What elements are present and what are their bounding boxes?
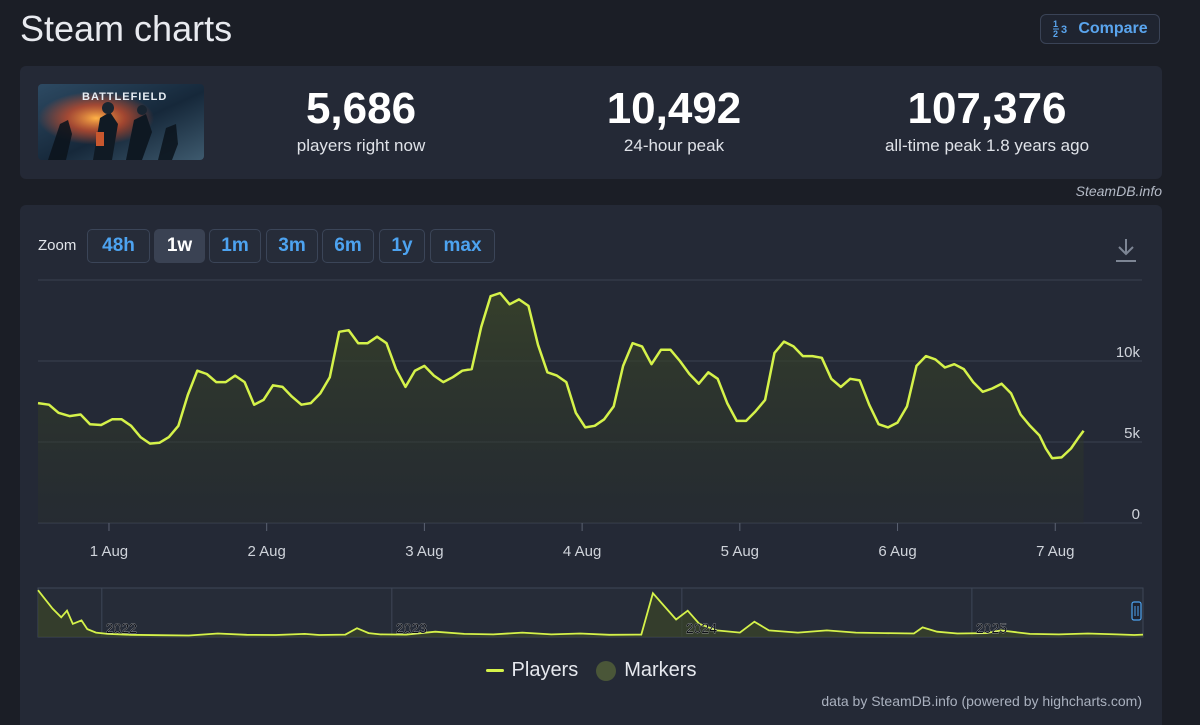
x-tick-label: 1 Aug xyxy=(90,543,128,560)
stat-alltime-value: 107,376 xyxy=(907,84,1067,133)
legend-markers-label: Markers xyxy=(624,659,697,681)
x-tick-label: 7 Aug xyxy=(1036,543,1074,560)
zoom-1m-button[interactable]: 1m xyxy=(209,229,261,263)
navigator-year-label: 2025 xyxy=(976,620,1007,636)
navigator-frame xyxy=(37,587,1144,638)
stat-current: 5,686 players right now xyxy=(261,84,461,156)
compare-glyph: 1 2 3 xyxy=(1053,19,1067,39)
y-tick-label-0: 0 xyxy=(1132,506,1140,523)
x-tick-label: 6 Aug xyxy=(878,543,916,560)
stats-card: BATTLEFIELD 5,686 players right now 10,4… xyxy=(20,66,1162,179)
zoom-48h-button[interactable]: 48h xyxy=(87,229,150,263)
stat-peak24-value: 10,492 xyxy=(606,84,742,133)
stat-peak24: 10,492 24-hour peak xyxy=(574,84,774,156)
legend-markers[interactable]: Markers xyxy=(596,659,696,682)
game-artwork: BATTLEFIELD xyxy=(38,84,204,160)
compare-icon: 1 2 3 xyxy=(1052,18,1072,40)
stat-current-value: 5,686 xyxy=(305,84,417,133)
svg-text:2: 2 xyxy=(1053,29,1058,38)
chart-card: Zoom 48h 1w 1m 3m 6m 1y max 0 5k 10k 1 Aug 2… xyxy=(20,205,1162,725)
chart-legend: Players Markers xyxy=(20,659,1162,682)
steamdb-credit-top[interactable]: SteamDB.info xyxy=(1075,183,1162,199)
stat-alltime-label: all-time peak 1.8 years ago xyxy=(884,136,1090,155)
legend-players-label: Players xyxy=(511,659,579,681)
zoom-max-button[interactable]: max xyxy=(430,229,495,263)
legend-markers-swatch xyxy=(596,660,617,681)
legend-players-swatch xyxy=(485,669,504,672)
compare-button[interactable]: 1 2 3 Compare xyxy=(1040,14,1160,44)
page-title: Steam charts xyxy=(20,8,233,49)
x-tick-label: 3 Aug xyxy=(405,543,443,560)
svg-text:3: 3 xyxy=(1061,24,1067,36)
stat-current-label: players right now xyxy=(296,136,426,155)
zoom-1y-button[interactable]: 1y xyxy=(379,229,425,263)
zoom-1w-button[interactable]: 1w xyxy=(154,229,205,263)
y-tick-label-10k: 10k xyxy=(1116,344,1141,361)
players-chart[interactable]: 0 5k 10k 1 Aug 2 Aug 3 Aug 4 Aug 5 Aug 6 Aug 7 Au… xyxy=(20,205,1162,725)
navigator-line xyxy=(37,589,1144,637)
compare-label: Compare xyxy=(1078,20,1148,37)
zoom-3m-button[interactable]: 3m xyxy=(266,229,318,263)
y-tick-label-5k: 5k xyxy=(1124,425,1140,442)
game-thumbnail[interactable]: BATTLEFIELD xyxy=(38,84,204,160)
navigator-year-label: 2024 xyxy=(686,620,717,636)
legend-players[interactable]: Players xyxy=(485,659,579,682)
x-tick-label: 4 Aug xyxy=(563,543,601,560)
stat-peak24-label: 24-hour peak xyxy=(623,136,725,155)
svg-text:1: 1 xyxy=(1053,19,1058,29)
game-logo-text: BATTLEFIELD xyxy=(82,91,167,103)
x-tick-label: 5 Aug xyxy=(721,543,759,560)
zoom-6m-button[interactable]: 6m xyxy=(322,229,374,263)
x-tick-label: 2 Aug xyxy=(247,543,285,560)
players-area xyxy=(38,293,1084,523)
download-icon[interactable] xyxy=(1114,237,1138,263)
stat-alltime: 107,376 all-time peak 1.8 years ago xyxy=(857,84,1117,156)
zoom-label: Zoom xyxy=(38,237,77,254)
navigator-year-label: 2022 xyxy=(106,620,137,636)
navigator-year-label: 2023 xyxy=(396,620,427,636)
chart-credit[interactable]: data by SteamDB.info (powered by highcha… xyxy=(821,693,1142,709)
navigator-handle xyxy=(1131,601,1142,621)
players-line xyxy=(37,291,1085,460)
